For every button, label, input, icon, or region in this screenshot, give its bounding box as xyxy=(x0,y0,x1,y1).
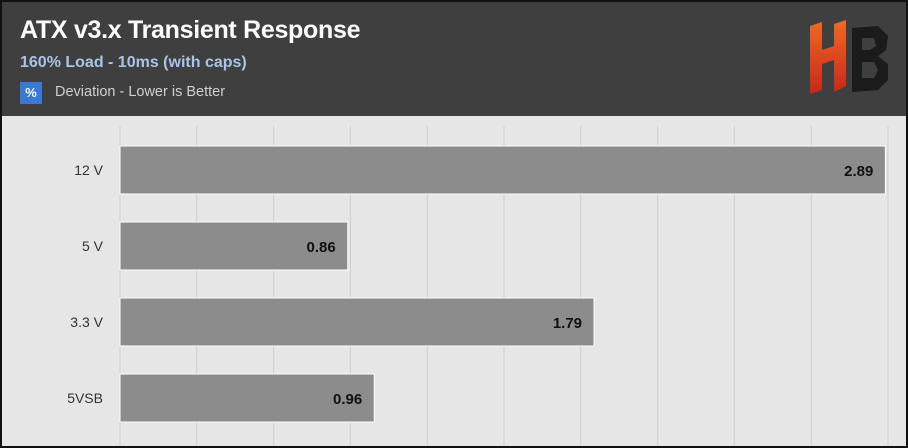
value-label: 0.86 xyxy=(307,239,336,256)
bar xyxy=(119,373,375,423)
chart-title: ATX v3.x Transient Response xyxy=(20,16,361,44)
category-label: 5VSB xyxy=(67,390,103,406)
category-label: 12 V xyxy=(74,162,103,178)
value-label: 0.96 xyxy=(333,391,362,408)
legend-label: Deviation - Lower is Better xyxy=(55,84,226,100)
hb-logo-icon xyxy=(810,20,888,94)
value-label: 1.79 xyxy=(553,315,582,332)
bar xyxy=(119,221,349,271)
category-label: 5 V xyxy=(82,238,104,254)
chart-header: ATX v3.x Transient Response 160% Load - … xyxy=(2,2,906,116)
category-label: 3.3 V xyxy=(70,314,103,330)
bar-series: 12 V 2.89 5 V 0.86 3.3 V 1.79 5VSB 0.96 xyxy=(67,145,886,423)
percent-icon: % xyxy=(20,82,42,104)
bar xyxy=(119,297,595,347)
chart-subtitle: 160% Load - 10ms (with caps) xyxy=(20,54,247,71)
value-label: 2.89 xyxy=(844,163,873,180)
bar xyxy=(119,145,886,195)
